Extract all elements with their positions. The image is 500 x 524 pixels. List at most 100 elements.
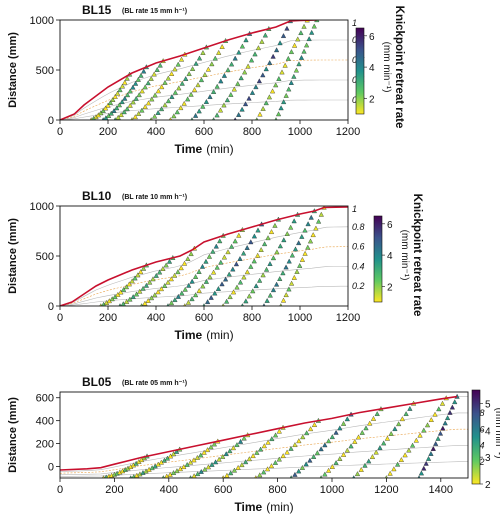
- knickpoint-marker: [189, 278, 195, 284]
- knickpoint-marker: [139, 88, 145, 94]
- y-axis-label: Distance (mm): [7, 32, 19, 108]
- y-tick-label: 1000: [30, 201, 54, 213]
- contour-label: 1: [352, 18, 357, 28]
- knickpoint-marker: [363, 425, 369, 431]
- knickpoint-track: [262, 208, 317, 306]
- knickpoint-marker: [229, 243, 235, 249]
- knickpoint-marker: [188, 91, 194, 97]
- knickpoint-marker: [288, 224, 294, 230]
- knickpoint-marker: [337, 425, 343, 431]
- knickpoint-marker: [396, 421, 402, 427]
- knickpoint-marker: [279, 69, 285, 75]
- knickpoint-marker: [292, 471, 298, 477]
- knickpoint-marker: [155, 88, 161, 94]
- front-line: [60, 206, 348, 306]
- knickpoint-marker: [145, 80, 151, 86]
- knickpoint-marker: [326, 467, 332, 473]
- knickpoint-marker: [181, 100, 187, 106]
- x-tick-label: 200: [99, 312, 117, 324]
- knickpoint-marker: [299, 465, 306, 470]
- knickpoint-marker: [344, 416, 350, 422]
- knickpoint-marker: [437, 430, 444, 436]
- contour-label: 0.8: [352, 222, 365, 232]
- knickpoint-marker: [296, 240, 302, 246]
- knickpoint-marker: [424, 422, 431, 428]
- knickpoint-marker: [248, 263, 254, 269]
- knickpoint-marker: [168, 276, 174, 282]
- knickpoint-marker: [223, 451, 229, 457]
- knickpoint-marker: [340, 420, 347, 426]
- knickpoint-marker: [296, 438, 302, 444]
- knickpoint-marker: [228, 470, 234, 476]
- knickpoint-marker: [234, 284, 240, 290]
- colorbar: [471, 389, 481, 485]
- knickpoint-marker: [230, 445, 236, 451]
- knickpoint-marker: [172, 297, 178, 302]
- knickpoint-marker: [369, 454, 376, 459]
- y-tick-label: 500: [36, 251, 54, 263]
- knickpoint-marker: [206, 253, 212, 259]
- contour-line: [60, 445, 468, 476]
- knickpoint-marker: [362, 462, 368, 468]
- knickpoint-marker: [270, 255, 277, 261]
- knickpoint-marker: [138, 269, 144, 275]
- knickpoint-marker: [237, 438, 244, 444]
- knickpoint-marker: [366, 458, 372, 464]
- knickpoint-marker: [127, 88, 133, 94]
- knickpoint-marker: [200, 283, 206, 289]
- knickpoint-marker: [268, 229, 275, 234]
- knickpoint-marker: [373, 449, 379, 455]
- panel-subtitle: (BL rate 15 mm h⁻¹): [122, 8, 187, 15]
- knickpoint-marker: [193, 60, 199, 66]
- knickpoint-marker: [203, 99, 209, 104]
- knickpoint-marker: [413, 437, 419, 443]
- knickpoint-marker: [306, 36, 312, 42]
- knickpoint-marker: [355, 434, 362, 440]
- knickpoint-marker: [185, 299, 191, 305]
- knickpoint-marker: [318, 446, 324, 452]
- colorbar-unit: (mm min⁻¹): [493, 408, 500, 459]
- y-axis-label: Distance (mm): [7, 218, 19, 294]
- knickpoint-marker: [283, 292, 289, 298]
- knickpoint-marker: [171, 113, 177, 119]
- knickpoint-marker: [193, 292, 199, 298]
- colorbar-label: Knickpoint retreat rate: [411, 194, 423, 317]
- knickpoint-marker: [387, 470, 393, 476]
- knickpoint-marker: [433, 440, 439, 446]
- knickpoint-marker: [186, 71, 192, 76]
- knickpoint-marker: [269, 436, 275, 442]
- knickpoint-marker: [242, 101, 249, 107]
- knickpoint-marker: [214, 83, 220, 89]
- front-line: [60, 395, 458, 471]
- knickpoint-marker: [172, 272, 178, 278]
- knickpoint-marker: [237, 256, 243, 261]
- knickpoint-marker: [264, 466, 271, 472]
- contour-line: [60, 39, 348, 120]
- knickpoint-marker: [283, 264, 289, 270]
- knickpoint-marker: [193, 112, 199, 118]
- colorbar-tick-label: 6: [369, 32, 375, 43]
- plot-area: [60, 206, 348, 306]
- panel-subtitle: (BL rate 05 mm h⁻¹): [122, 380, 187, 387]
- knickpoint-marker: [286, 286, 292, 292]
- plot-frame: [59, 391, 469, 479]
- x-axis-label-unit: (min): [206, 142, 233, 156]
- knickpoint-marker: [296, 468, 302, 474]
- knickpoint-marker: [273, 82, 279, 88]
- knickpoint-marker: [225, 249, 231, 255]
- knickpoint-marker: [208, 294, 214, 300]
- knickpoint-marker: [295, 36, 301, 42]
- knickpoint-marker: [188, 251, 194, 256]
- knickpoint-marker: [305, 221, 311, 227]
- knickpoint-marker: [358, 467, 364, 472]
- knickpoint-marker: [181, 260, 188, 266]
- knickpoint-marker: [269, 88, 276, 94]
- knickpoint-marker: [307, 457, 313, 463]
- knickpoint-marker: [216, 456, 222, 462]
- knickpoint-marker: [124, 299, 130, 304]
- knickpoint-marker: [299, 256, 305, 262]
- knickpoint-marker: [124, 92, 131, 98]
- knickpoint-marker: [407, 405, 413, 411]
- knickpoint-marker: [126, 281, 132, 287]
